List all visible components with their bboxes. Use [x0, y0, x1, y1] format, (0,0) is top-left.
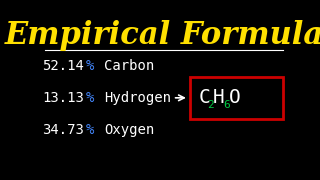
Text: C: C — [198, 88, 210, 107]
Text: 34.73: 34.73 — [43, 123, 84, 137]
Text: 6: 6 — [224, 100, 230, 110]
Text: %: % — [86, 91, 94, 105]
Text: Hydrogen: Hydrogen — [104, 91, 172, 105]
Text: Carbon: Carbon — [104, 59, 155, 73]
Text: 13.13: 13.13 — [43, 91, 84, 105]
Text: 2: 2 — [207, 100, 214, 110]
Text: O: O — [229, 88, 241, 107]
FancyBboxPatch shape — [190, 77, 283, 119]
Text: %: % — [86, 123, 94, 137]
Text: Empirical Formula: Empirical Formula — [4, 20, 320, 51]
Text: Oxygen: Oxygen — [104, 123, 155, 137]
Text: %: % — [86, 59, 94, 73]
Text: 52.14: 52.14 — [43, 59, 84, 73]
Text: H: H — [213, 88, 225, 107]
